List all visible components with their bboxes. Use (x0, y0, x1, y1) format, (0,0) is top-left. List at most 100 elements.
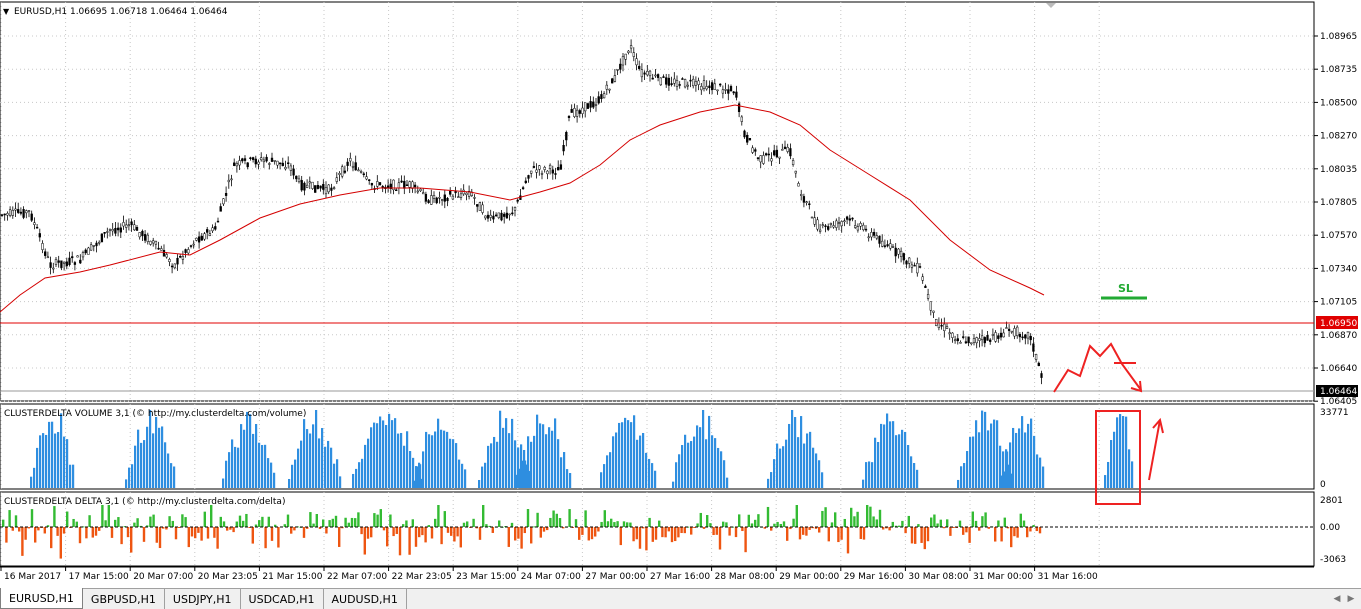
scroll-marker-icon (1046, 3, 1056, 8)
volume-bar (267, 458, 270, 488)
delta-bar (488, 525, 491, 527)
volume-bar (639, 435, 642, 488)
candle-body (654, 74, 657, 77)
volume-bar (880, 423, 883, 488)
delta-bar (642, 527, 645, 529)
candle-body (103, 232, 106, 234)
delta-bar (549, 517, 552, 527)
candle-body (581, 107, 584, 114)
scroll-left-icon[interactable]: ◀ (1333, 594, 1341, 604)
volume-bar (403, 445, 406, 488)
tab-audusd[interactable]: AUDUSD,H1 (324, 589, 407, 609)
volume-bar (155, 417, 158, 488)
candle-body (773, 150, 776, 156)
delta-bar (414, 527, 418, 547)
candle-body (851, 217, 854, 220)
volume-bar (419, 464, 422, 488)
volume-bar (493, 436, 496, 488)
candle-body (710, 82, 714, 91)
delta-bar (427, 525, 430, 527)
candle-body (446, 198, 449, 202)
volume-bar (394, 418, 397, 488)
candle-body (1026, 332, 1030, 339)
chart-menu-icon[interactable]: ▼ (3, 7, 10, 16)
delta-bar (430, 527, 434, 539)
delta-bar (1016, 527, 1019, 538)
volume-bar (385, 425, 388, 488)
candle-body (670, 83, 673, 85)
volume-bar (821, 472, 824, 488)
delta-bar (72, 518, 75, 527)
volume-bar (258, 442, 261, 488)
delta-bar (373, 513, 376, 527)
delta-bar (210, 505, 213, 527)
candle-body (659, 77, 662, 86)
candle-body (106, 231, 109, 233)
delta-bar (139, 525, 142, 527)
delta-bar (165, 527, 168, 530)
tab-eurusd[interactable]: EURUSD,H1 (0, 588, 83, 609)
delta-bar (251, 527, 254, 544)
candle-body (79, 259, 82, 264)
delta-bar (1029, 527, 1032, 532)
scroll-right-icon[interactable]: ▶ (1347, 594, 1355, 604)
volume-bar (57, 432, 60, 488)
volume-bar (39, 435, 42, 488)
candle-body (791, 160, 795, 165)
delta-bar (315, 514, 318, 527)
candle-body (943, 323, 946, 331)
candle-body (735, 91, 738, 98)
volume-bar (1030, 418, 1033, 488)
tab-usdcad[interactable]: USDCAD,H1 (241, 589, 324, 609)
candle-body (222, 198, 225, 205)
candle-body (84, 249, 87, 254)
volume-bar (339, 476, 342, 488)
tab-gbpusd[interactable]: GBPUSD,H1 (83, 589, 165, 609)
delta-bar (542, 527, 546, 532)
candle-body (143, 234, 147, 241)
volume-bar (630, 422, 633, 488)
delta-bar (914, 527, 917, 544)
delta-bar (30, 509, 34, 527)
tab-usdjpy[interactable]: USDJPY,H1 (165, 589, 241, 609)
volume-bar (425, 431, 428, 488)
chart-area[interactable]: SL ▼ EURUSD,H1 1.06695 1.06718 1.06464 1… (0, 0, 1361, 588)
candle-body (700, 86, 703, 91)
candle-body (219, 206, 222, 212)
delta-bar (376, 514, 379, 527)
volume-bar (514, 440, 517, 488)
candle-body (119, 227, 122, 233)
candle-body (827, 226, 830, 230)
volume-bar (164, 442, 167, 488)
candle-body (270, 157, 274, 162)
candle-body (621, 56, 625, 66)
delta-bar (770, 527, 773, 531)
candle-body (673, 78, 676, 84)
volume-bar (714, 438, 717, 488)
symbol-info: EURUSD,H1 1.06695 1.06718 1.06464 1.0646… (14, 7, 228, 17)
candle-body (945, 326, 949, 329)
delta-bar (590, 527, 594, 540)
candle-body (897, 248, 900, 255)
delta-bar (872, 516, 875, 527)
volume-bar (167, 453, 170, 488)
delta-bar (520, 527, 523, 549)
delta-bar (587, 527, 590, 541)
volume-bar (868, 461, 871, 488)
delta-bar (222, 521, 226, 527)
delta-bar (648, 517, 651, 527)
candle-body (926, 294, 930, 299)
volume-bar (496, 441, 499, 488)
candle-body (638, 65, 641, 69)
volume-bar (152, 433, 155, 488)
candle-body (802, 196, 806, 203)
delta-bar (411, 519, 414, 527)
delta-bar (27, 527, 30, 529)
volume-bar (981, 410, 984, 488)
volume-bar (461, 463, 464, 488)
delta-bar (395, 527, 398, 534)
delta-bar (475, 527, 478, 529)
moving-average-line (0, 104, 1045, 313)
volume-bar (1003, 471, 1006, 488)
volume-bar (542, 424, 545, 488)
